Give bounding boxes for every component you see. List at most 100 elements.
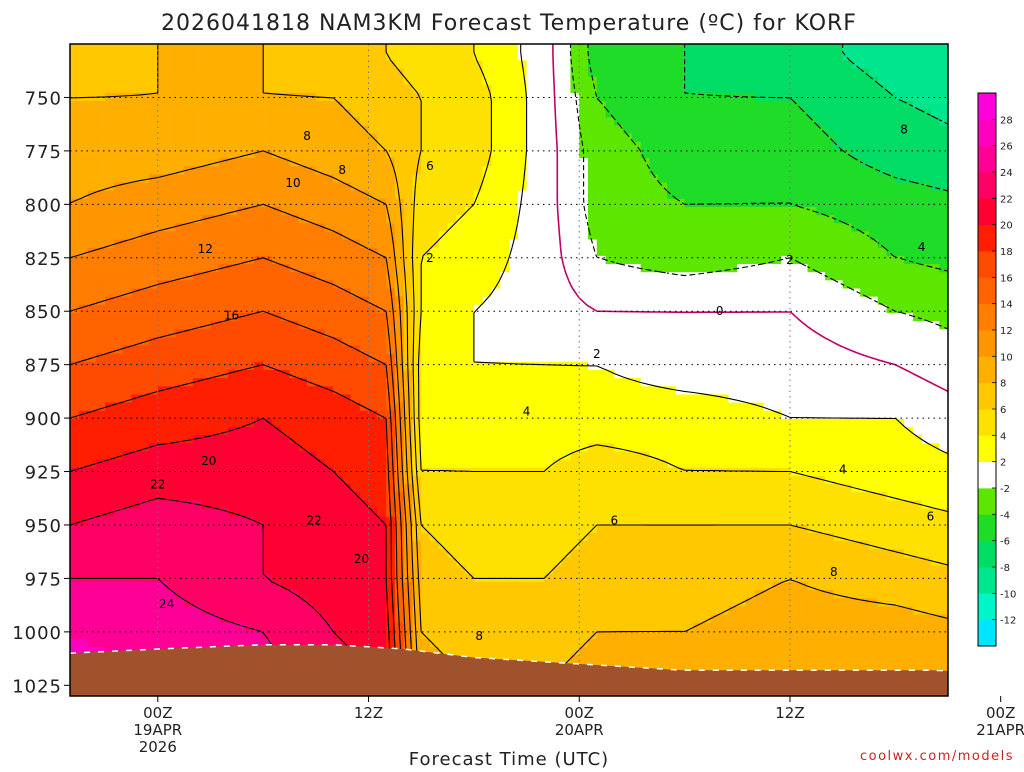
heat-cell (87, 435, 97, 444)
heat-cell (772, 84, 782, 94)
heat-cell (579, 60, 589, 70)
heat-cell (904, 247, 914, 257)
heat-cell (245, 353, 255, 363)
heat-cell (640, 198, 651, 208)
heat-cell (271, 207, 282, 216)
heat-cell (245, 231, 255, 241)
heat-cell (614, 109, 624, 118)
heat-cell (930, 68, 940, 78)
heat-cell (605, 402, 615, 412)
heat-cell (807, 207, 817, 216)
heat-cell (307, 84, 317, 94)
heat-cell (386, 84, 396, 94)
heat-cell (394, 418, 405, 428)
heat-cell (579, 280, 589, 290)
heat-cell (491, 190, 501, 200)
heat-cell (868, 337, 879, 347)
heat-cell (596, 141, 607, 151)
heat-cell (192, 272, 203, 281)
heat-cell (605, 247, 615, 257)
heat-cell (192, 231, 203, 241)
heat-cell (649, 149, 659, 159)
heat-cell (649, 378, 659, 387)
heat-cell (684, 370, 694, 379)
heat-cell (78, 239, 89, 249)
heat-cell (588, 247, 598, 257)
heat-cell (315, 76, 326, 86)
heat-cell (473, 361, 484, 371)
heat-cell (228, 44, 238, 53)
heat-cell (930, 101, 940, 110)
heat-cell (895, 215, 905, 224)
heat-cell (412, 435, 422, 444)
heat-cell (930, 239, 940, 249)
heat-cell (789, 149, 800, 159)
heat-cell (228, 247, 238, 257)
heat-cell (561, 386, 572, 396)
heat-cell (359, 52, 370, 61)
heat-cell (781, 239, 791, 249)
heat-cell (254, 386, 264, 396)
heat-cell (561, 223, 572, 233)
heat-cell (184, 84, 194, 94)
heat-cell (245, 386, 255, 396)
heat-cell (113, 296, 124, 306)
heat-cell (228, 109, 238, 118)
heat-cell (781, 296, 791, 306)
heat-cell (904, 207, 914, 216)
heat-cell (746, 239, 756, 249)
heat-cell (640, 207, 651, 216)
heat-cell (219, 76, 229, 86)
heat-cell (482, 68, 493, 78)
heat-cell (544, 166, 554, 175)
heat-cell (746, 361, 756, 371)
heat-cell (263, 239, 273, 249)
heat-cell (386, 198, 396, 208)
heat-cell (70, 68, 80, 78)
heat-cell (113, 76, 124, 86)
heat-cell (403, 60, 414, 70)
heat-cell (377, 361, 387, 371)
heat-cell (816, 60, 826, 70)
heat-cell (728, 223, 738, 233)
heat-cell (588, 321, 598, 330)
heat-cell (324, 84, 334, 94)
heat-cell (271, 76, 282, 86)
heat-cell (728, 76, 738, 86)
heat-cell (228, 288, 238, 298)
heat-cell (675, 101, 686, 110)
heat-cell (412, 76, 422, 86)
heat-cell (438, 76, 449, 86)
heat-cell (570, 133, 580, 143)
heat-cell (166, 52, 176, 61)
heat-cell (728, 92, 738, 102)
heat-cell (438, 109, 449, 118)
heat-cell (921, 109, 932, 118)
heat-cell (842, 312, 853, 322)
heat-cell (280, 166, 291, 175)
heat-cell (271, 337, 282, 347)
heat-cell (465, 247, 475, 257)
heat-cell (631, 312, 642, 322)
heat-cell (816, 109, 826, 118)
heat-cell (473, 223, 484, 233)
heat-cell (482, 52, 493, 61)
heat-cell (877, 312, 888, 322)
heat-cell (588, 117, 598, 127)
heat-cell (447, 280, 457, 290)
heat-cell (201, 394, 212, 404)
heat-cell (465, 207, 475, 216)
heat-cell (403, 68, 414, 78)
heat-cell (579, 435, 589, 444)
heat-cell (473, 92, 484, 102)
heat-cell (184, 190, 194, 200)
heat-cell (807, 141, 817, 151)
heat-cell (842, 435, 853, 444)
heat-cell (579, 304, 589, 314)
heat-cell (833, 402, 844, 412)
heat-cell (737, 52, 747, 61)
heat-cell (588, 198, 598, 208)
heat-cell (851, 386, 861, 396)
heat-cell (912, 394, 923, 404)
heat-cell (201, 223, 212, 233)
